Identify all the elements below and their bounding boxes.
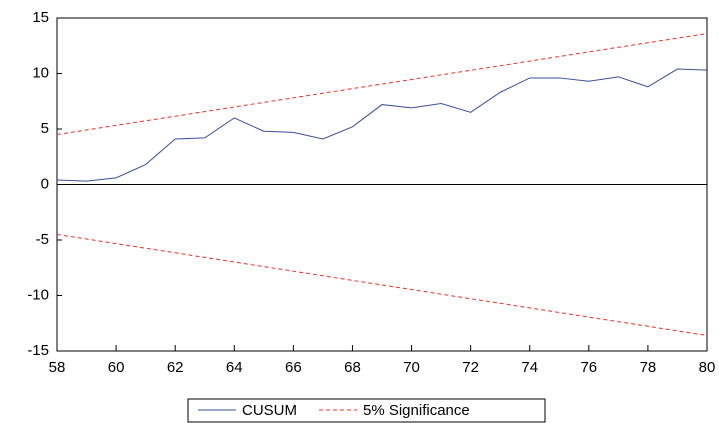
x-tick-label: 74 [521, 359, 538, 376]
y-tick-label: 10 [32, 64, 49, 81]
x-tick-label: 60 [108, 359, 125, 376]
series-line [56, 233, 708, 336]
y-tick-label: 5 [41, 120, 49, 137]
x-tick-label: 78 [640, 359, 657, 376]
legend-label: 5% Significance [363, 402, 470, 419]
x-tick-label: 66 [285, 359, 302, 376]
y-tick-label: -15 [27, 342, 49, 359]
x-tick-label: 68 [344, 359, 361, 376]
legend-label: CUSUM [242, 402, 297, 419]
x-tick-label: 76 [580, 359, 597, 376]
y-tick-label: -10 [27, 286, 49, 303]
series-line [56, 68, 708, 182]
legend: CUSUM 5% Significance [187, 398, 546, 423]
y-tick-label: 15 [32, 9, 49, 26]
x-tick-label: 58 [49, 359, 66, 376]
x-tick-label: 64 [226, 359, 243, 376]
y-tick-label: 0 [41, 175, 49, 192]
series-line [56, 33, 708, 136]
x-tick-label: 80 [699, 359, 716, 376]
x-tick-label: 72 [462, 359, 479, 376]
y-tick-label: -5 [36, 231, 49, 248]
x-tick-label: 62 [167, 359, 184, 376]
legend-box [187, 398, 546, 423]
x-tick-label: 70 [403, 359, 420, 376]
